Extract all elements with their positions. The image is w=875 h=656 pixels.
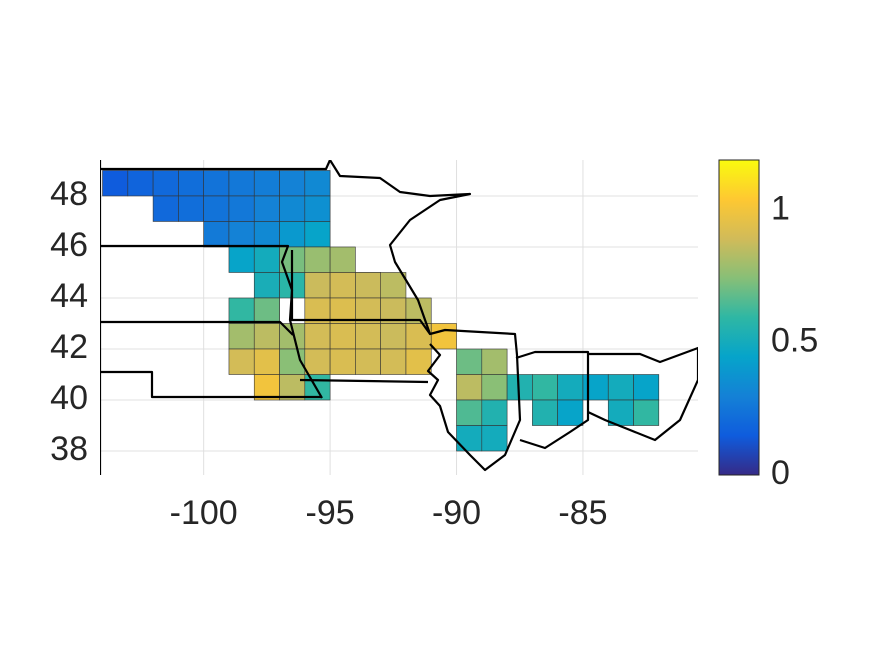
y-tick-label: 42 xyxy=(50,328,88,366)
county xyxy=(253,246,280,273)
county xyxy=(304,170,331,197)
county xyxy=(253,170,280,197)
county xyxy=(279,374,306,401)
axes: -100 -95 -90 -85 38 40 42 44 46 48 0 0.5 1 xyxy=(50,175,818,532)
county xyxy=(178,170,204,197)
colorbar-tick-label: 0.5 xyxy=(771,322,818,360)
county xyxy=(557,374,584,401)
colorbar-tick-label: 0 xyxy=(771,454,790,492)
county xyxy=(152,195,179,222)
grid xyxy=(100,160,698,475)
county xyxy=(203,195,230,222)
county xyxy=(228,170,255,197)
county xyxy=(253,195,280,222)
county xyxy=(633,399,660,426)
county xyxy=(304,221,331,248)
county xyxy=(532,374,558,401)
county xyxy=(228,246,255,273)
county xyxy=(355,272,381,299)
county xyxy=(152,170,179,197)
county xyxy=(304,246,331,273)
county xyxy=(253,221,280,248)
county xyxy=(582,374,609,401)
county xyxy=(228,323,255,350)
county xyxy=(380,272,407,299)
county xyxy=(228,195,255,222)
county xyxy=(203,170,230,197)
y-tick-label: 40 xyxy=(50,379,88,417)
x-tick-label: -90 xyxy=(432,494,481,532)
county xyxy=(532,399,558,426)
county xyxy=(304,348,331,375)
county xyxy=(607,374,634,401)
county xyxy=(329,348,356,375)
county xyxy=(456,425,483,452)
county xyxy=(355,348,381,375)
y-tick-label: 46 xyxy=(50,226,88,264)
y-tick-label: 44 xyxy=(50,277,88,315)
x-tick-label: -85 xyxy=(558,494,607,532)
county xyxy=(481,374,508,401)
county xyxy=(253,297,280,324)
county xyxy=(304,323,331,350)
colorbar-tick-label: 1 xyxy=(771,189,790,227)
county xyxy=(456,374,483,401)
x-tick-label: -95 xyxy=(306,494,355,532)
counties xyxy=(102,170,660,452)
county xyxy=(279,170,306,197)
state-border xyxy=(299,378,429,384)
county xyxy=(279,323,306,350)
county xyxy=(304,272,331,299)
county xyxy=(228,348,255,375)
x-tick-label: -100 xyxy=(170,494,238,532)
county xyxy=(253,323,280,350)
county xyxy=(178,195,204,222)
y-tick-label: 38 xyxy=(50,430,88,468)
colorbar xyxy=(718,159,760,476)
county xyxy=(456,348,483,375)
county xyxy=(481,399,508,426)
county xyxy=(633,374,660,401)
county xyxy=(304,195,331,222)
state-border xyxy=(290,318,431,335)
county xyxy=(253,374,280,401)
state-border xyxy=(100,320,294,336)
county xyxy=(405,348,432,375)
county xyxy=(355,323,381,350)
county xyxy=(127,170,154,197)
county xyxy=(557,399,584,426)
county xyxy=(228,297,255,324)
state-border xyxy=(515,350,590,450)
county xyxy=(329,272,356,299)
county xyxy=(253,348,280,375)
county xyxy=(456,399,483,426)
state-border xyxy=(100,160,522,472)
county xyxy=(430,323,457,350)
state-border xyxy=(587,346,698,442)
county xyxy=(481,425,508,452)
county xyxy=(279,195,306,222)
county xyxy=(279,221,306,248)
county xyxy=(228,221,255,248)
county xyxy=(481,348,508,375)
county xyxy=(329,323,356,350)
state-border xyxy=(100,370,322,399)
county xyxy=(253,272,280,299)
county xyxy=(380,323,407,350)
county xyxy=(203,221,230,248)
county xyxy=(329,246,356,273)
county xyxy=(102,170,129,197)
county xyxy=(380,348,407,375)
state-borders xyxy=(100,160,698,475)
y-tick-label: 48 xyxy=(50,175,88,213)
county xyxy=(607,399,634,426)
